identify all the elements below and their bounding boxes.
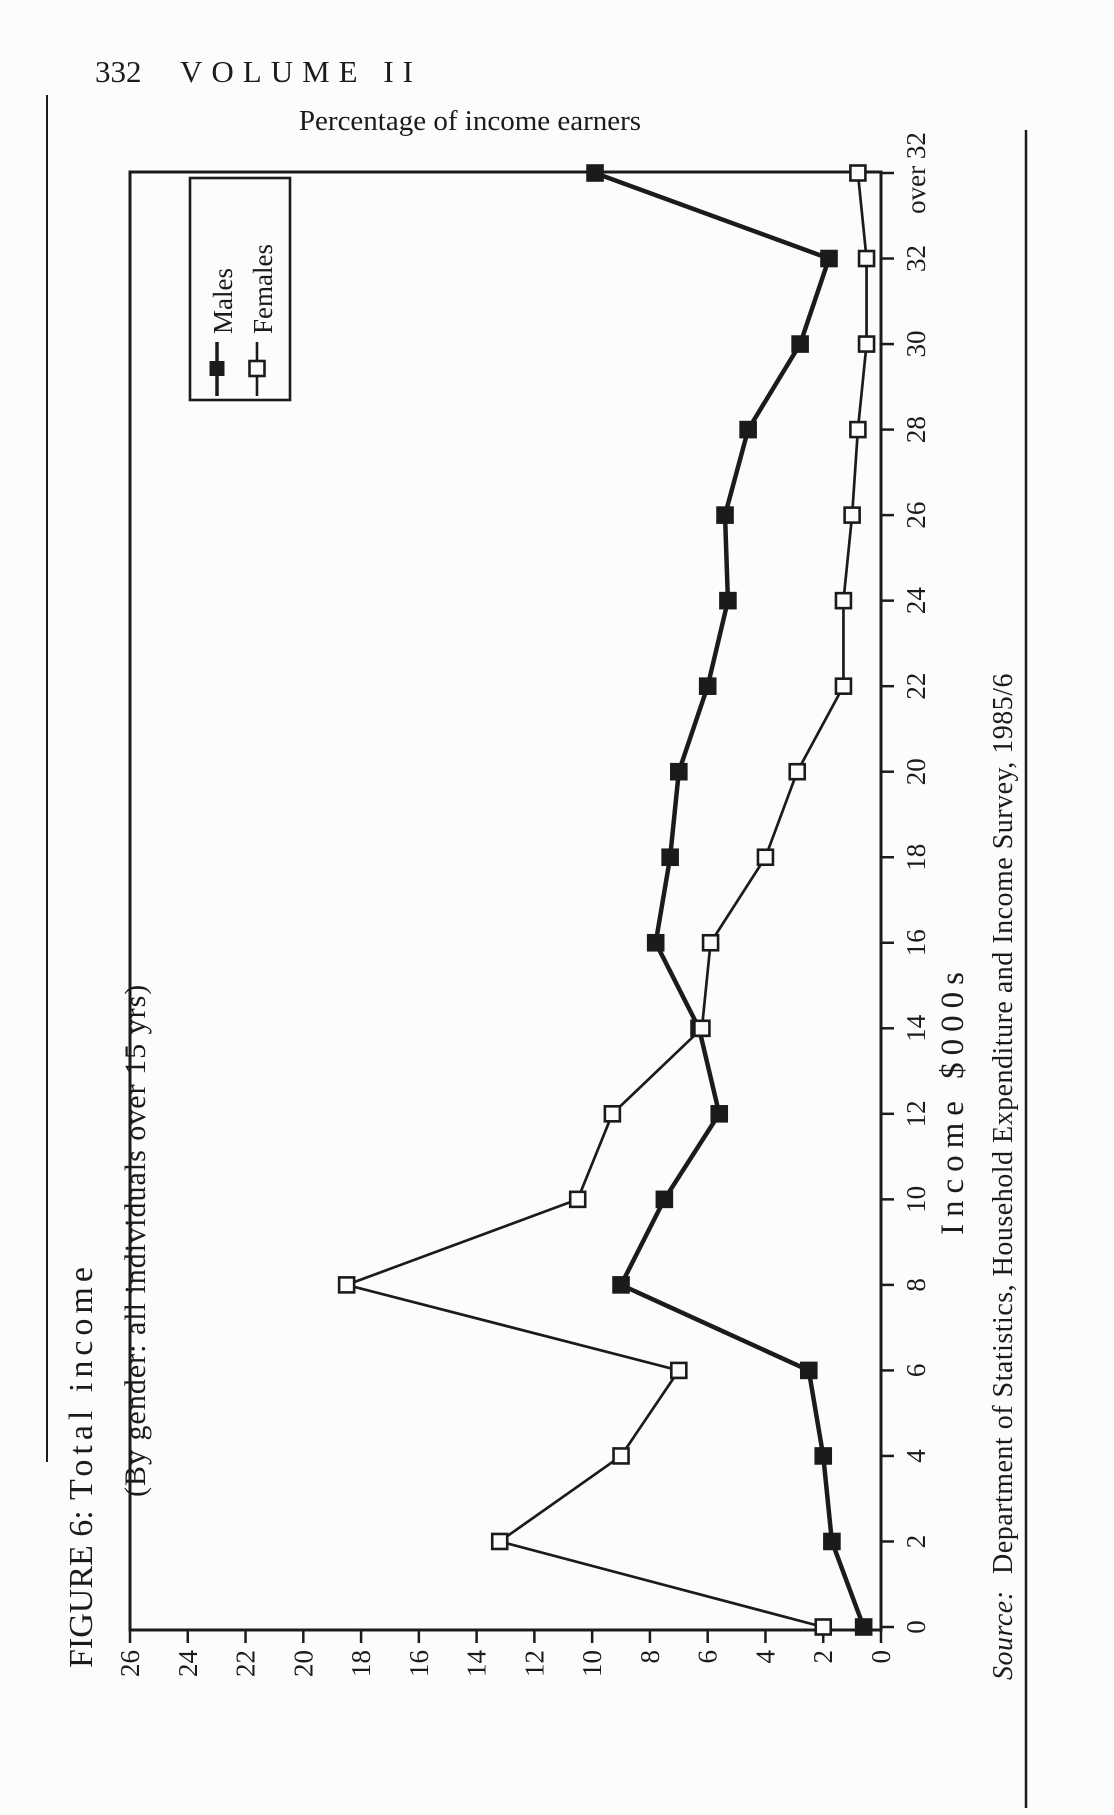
females-data-point bbox=[788, 762, 807, 781]
figure-subtitle: (By gender: all individuals over 15 yrs) bbox=[119, 984, 152, 1497]
source-prefix: Source: bbox=[988, 1590, 1019, 1680]
males-data-point bbox=[823, 1532, 841, 1551]
females-data-point bbox=[701, 933, 720, 952]
page-number: 332 bbox=[95, 54, 142, 89]
females-data-point bbox=[849, 420, 867, 439]
females-data-point bbox=[612, 1447, 630, 1465]
income-tick-label: 16 bbox=[901, 929, 931, 956]
percent-tick-label: 2 bbox=[808, 1650, 838, 1664]
legend-box bbox=[188, 176, 292, 402]
females-data-point bbox=[693, 1019, 711, 1038]
males-data-point bbox=[791, 335, 809, 353]
males-data-point bbox=[799, 1361, 818, 1380]
percent-tick-label: 18 bbox=[346, 1650, 376, 1677]
source-text: Department of Statistics, Household Expe… bbox=[988, 673, 1019, 1574]
females-data-point bbox=[857, 249, 876, 268]
females-data-point bbox=[568, 1190, 587, 1209]
males-data-point bbox=[698, 677, 717, 695]
males-data-point bbox=[586, 164, 604, 182]
income-tick-label: 4 bbox=[901, 1449, 931, 1463]
females-data-point bbox=[834, 591, 853, 610]
females-data-point bbox=[843, 506, 861, 524]
income-tick-label: 2 bbox=[901, 1535, 931, 1549]
income-tick-label: 26 bbox=[901, 502, 931, 529]
females-data-point bbox=[603, 1105, 622, 1123]
females-data-point bbox=[670, 1361, 688, 1380]
income-tick-label: 30 bbox=[901, 331, 931, 358]
legend: Males Females bbox=[188, 176, 292, 402]
males-data-point bbox=[655, 1190, 674, 1209]
percent-tick-label: 4 bbox=[750, 1650, 780, 1664]
figure-label: FIGURE 6: bbox=[63, 1510, 100, 1668]
income-tick-label: 18 bbox=[901, 844, 931, 871]
income-tick-label: 28 bbox=[901, 416, 931, 443]
percent-tick-label: 20 bbox=[288, 1650, 318, 1677]
axis-title-percentage: Percentage of income earners bbox=[299, 105, 641, 137]
figure-title: Total income bbox=[63, 1262, 100, 1500]
percent-tick-label: 10 bbox=[577, 1650, 607, 1677]
males-data-point bbox=[820, 249, 838, 268]
males-series-line bbox=[594, 170, 866, 1628]
males-data-point bbox=[612, 1276, 630, 1294]
males-data-point bbox=[646, 933, 665, 952]
percent-tick-label: 12 bbox=[519, 1650, 549, 1677]
females-data-point bbox=[337, 1276, 356, 1294]
percent-tick-label: 16 bbox=[404, 1650, 434, 1677]
percent-tick-label: 6 bbox=[693, 1650, 723, 1664]
income-tick-label: 32 bbox=[901, 245, 931, 272]
income-tick-label: 12 bbox=[901, 1100, 931, 1127]
legend-males-marker-icon bbox=[209, 361, 225, 376]
females-data-point bbox=[490, 1532, 509, 1551]
legend-females-marker-icon bbox=[248, 359, 266, 378]
males-data-point bbox=[716, 506, 734, 524]
income-tick-label: 10 bbox=[901, 1186, 931, 1213]
percent-tick-label: 22 bbox=[231, 1650, 261, 1677]
source-note: Source: Department of Statistics, Househ… bbox=[988, 673, 1019, 1680]
income-tick-label: 6 bbox=[901, 1364, 931, 1378]
income-tick-label: 22 bbox=[901, 673, 931, 700]
plot-frame bbox=[128, 170, 883, 1632]
percent-tick-label: 26 bbox=[115, 1650, 145, 1677]
females-data-point bbox=[834, 677, 853, 695]
income-tick-label: 14 bbox=[901, 1014, 931, 1042]
males-data-point bbox=[814, 1447, 833, 1465]
females-data-point bbox=[857, 335, 876, 353]
males-data-point bbox=[739, 420, 757, 439]
males-data-point bbox=[661, 848, 679, 867]
percent-tick-label: 24 bbox=[173, 1650, 203, 1678]
males-data-point bbox=[710, 1105, 729, 1123]
females-data-point bbox=[814, 1618, 833, 1636]
income-tick-label: 8 bbox=[901, 1278, 931, 1292]
males-data-point bbox=[854, 1618, 873, 1636]
legend-label-males: Males bbox=[208, 268, 238, 334]
percent-tick-label: 0 bbox=[866, 1650, 896, 1664]
females-data-point bbox=[756, 848, 775, 867]
axis-title-income: Income $000s bbox=[935, 965, 971, 1235]
percent-tick-label: 8 bbox=[635, 1650, 665, 1664]
income-tick-label: 24 bbox=[901, 587, 931, 615]
volume-title: VOLUME II bbox=[180, 54, 422, 89]
income-tick-label: 0 bbox=[901, 1620, 931, 1634]
females-data-point bbox=[849, 164, 867, 182]
income-tick-label: 20 bbox=[901, 758, 931, 785]
income-tick-label: over 32 bbox=[901, 132, 931, 214]
males-data-point bbox=[719, 591, 737, 610]
males-data-point bbox=[670, 762, 688, 781]
percent-tick-label: 14 bbox=[462, 1650, 492, 1678]
legend-label-females: Females bbox=[248, 244, 278, 334]
females-series-line bbox=[342, 172, 868, 1629]
